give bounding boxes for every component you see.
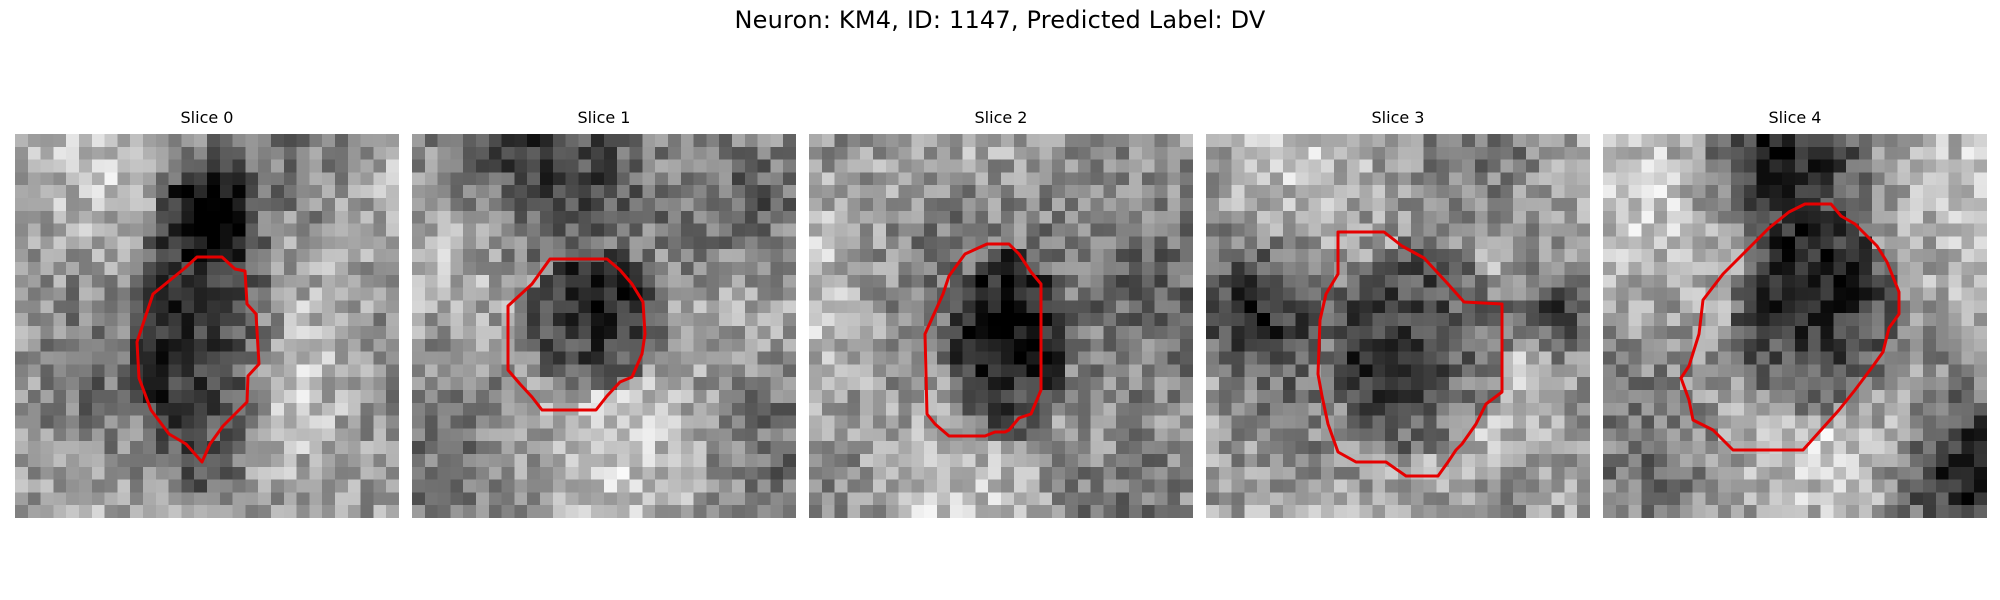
cell-contour-0 <box>135 255 261 464</box>
slice-title-4: Slice 4 <box>1768 108 1822 127</box>
figure-title: Neuron: KM4, ID: 1147, Predicted Label: … <box>734 6 1266 34</box>
slice-title-3: Slice 3 <box>1371 108 1425 127</box>
cell-contour-1 <box>506 257 647 412</box>
cell-outline-3 <box>1316 230 1504 478</box>
slice-title-2: Slice 2 <box>974 108 1028 127</box>
cell-outline-1 <box>506 257 647 412</box>
cell-outline-0 <box>135 255 261 464</box>
cell-contour-4 <box>1679 202 1901 452</box>
cell-outline-4 <box>1679 202 1901 452</box>
microscopy-image-2 <box>809 134 1193 518</box>
microscopy-image-1 <box>412 134 796 518</box>
microscopy-image-4 <box>1603 134 1987 518</box>
slice-title-1: Slice 1 <box>577 108 631 127</box>
cell-contour-2 <box>923 242 1043 438</box>
cell-outline-2 <box>923 242 1043 438</box>
cell-contour-3 <box>1316 230 1504 478</box>
microscopy-image-3 <box>1206 134 1590 518</box>
slice-title-0: Slice 0 <box>180 108 234 127</box>
